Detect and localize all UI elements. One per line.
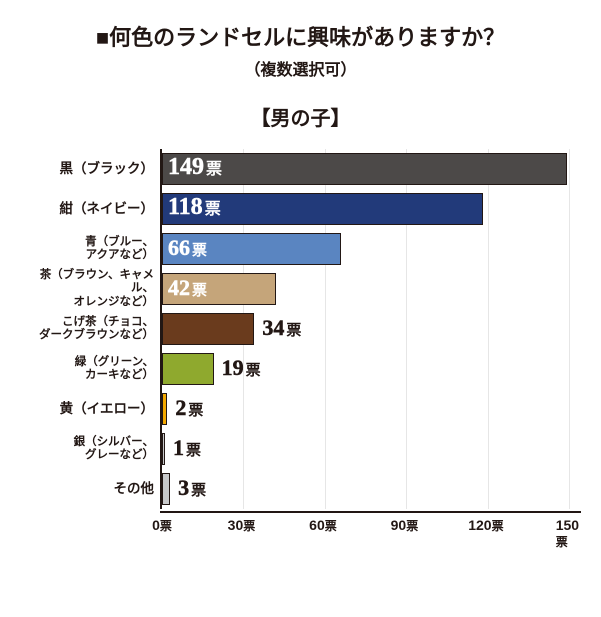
bar-chart: 149票118票66票42票34票19票2票1票3票 黒（ブラック）紺（ネイビー…: [20, 149, 581, 549]
bar: [162, 273, 276, 305]
category-label: 黄（イエロー）: [18, 393, 154, 425]
category-label: こげ茶（チョコ、 ダークブラウンなど）: [18, 313, 154, 345]
bar: [162, 233, 341, 265]
bar: [162, 473, 170, 505]
bar: [162, 433, 165, 465]
x-tick-label: 120票: [468, 517, 503, 534]
plot-area: 149票118票66票42票34票19票2票1票3票: [160, 149, 581, 509]
chart-section-label: 【男の子】: [20, 102, 581, 131]
bars-layer: 149票118票66票42票34票19票2票1票3票: [162, 149, 581, 509]
x-tick-label: 30票: [228, 517, 256, 534]
category-label: 黒（ブラック）: [18, 153, 154, 185]
bar-value-label: 34票: [262, 315, 301, 341]
category-label: 緑（グリーン、 カーキなど）: [18, 353, 154, 385]
x-axis-line: [160, 511, 581, 513]
bar: [162, 153, 567, 185]
bar-value-label: 2票: [175, 395, 203, 421]
category-label: その他: [18, 473, 154, 505]
x-tick-label: 0票: [152, 517, 172, 534]
bar-value-label: 19票: [222, 355, 261, 381]
category-label: 紺（ネイビー）: [18, 193, 154, 225]
chart-subtitle: （複数選択可）: [20, 56, 581, 80]
chart-title: ■何色のランドセルに興味がありますか？: [20, 20, 581, 52]
bar: [162, 353, 214, 385]
x-tick-label: 60票: [309, 517, 337, 534]
bar: [162, 313, 254, 345]
bar-value-label: 1票: [173, 435, 201, 461]
bar: [162, 393, 167, 425]
category-label: 青（ブルー、 アクアなど）: [18, 233, 154, 265]
category-labels-column: 黒（ブラック） 紺（ネイビー） 青（ブルー、 アクアなど） 茶（ブラウン、キャメル、 …: [20, 149, 158, 509]
category-label: 茶（ブラウン、キャメル、 オレンジなど）: [18, 273, 154, 305]
bar: [162, 193, 483, 225]
x-tick-label: 150票: [556, 517, 579, 550]
bar-value-label: 3票: [178, 475, 206, 501]
x-tick-label: 90票: [391, 517, 419, 534]
category-label: 銀（シルバー、 グレーなど）: [18, 433, 154, 465]
